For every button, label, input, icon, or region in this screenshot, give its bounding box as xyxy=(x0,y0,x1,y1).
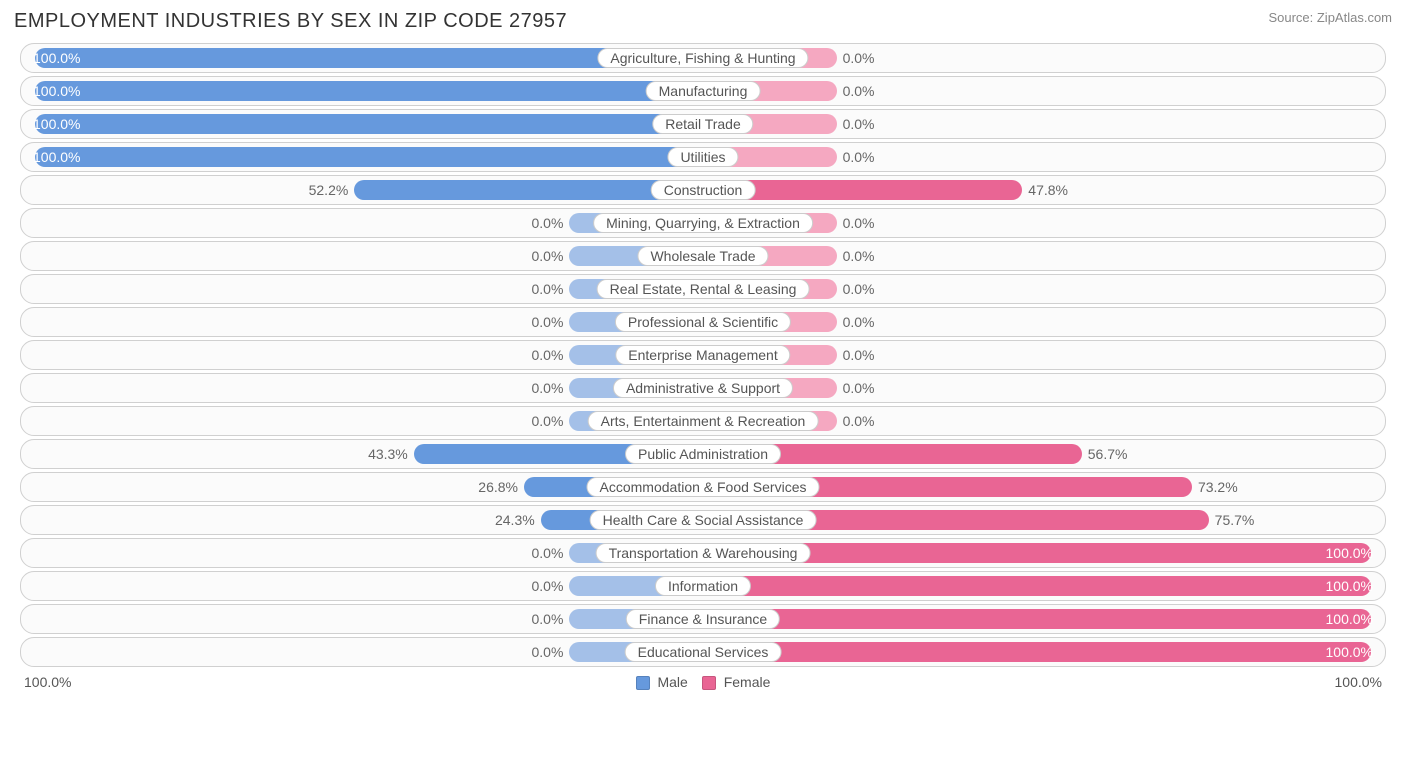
category-label: Mining, Quarrying, & Extraction xyxy=(593,213,813,233)
male-bar xyxy=(35,114,703,134)
male-pct-label: 0.0% xyxy=(531,215,563,231)
female-pct-label: 56.7% xyxy=(1088,446,1128,462)
chart-row: 0.0% 100.0% Educational Services xyxy=(20,637,1386,667)
chart-row: 0.0% 100.0% Information xyxy=(20,571,1386,601)
female-swatch xyxy=(702,676,716,690)
chart-row: 100.0% 0.0% Retail Trade xyxy=(20,109,1386,139)
axis-right-label: 100.0% xyxy=(1335,674,1382,690)
female-pct-label: 0.0% xyxy=(843,347,875,363)
chart-row: 0.0% 0.0% Arts, Entertainment & Recreation xyxy=(20,406,1386,436)
female-pct-label: 0.0% xyxy=(843,50,875,66)
female-pct-label: 100.0% xyxy=(1326,644,1373,660)
legend-male-label: Male xyxy=(657,674,687,690)
legend: Male Female xyxy=(636,674,771,690)
male-pct-label: 0.0% xyxy=(531,314,563,330)
category-label: Arts, Entertainment & Recreation xyxy=(588,411,819,431)
category-label: Professional & Scientific xyxy=(615,312,791,332)
female-pct-label: 0.0% xyxy=(843,413,875,429)
category-label: Manufacturing xyxy=(646,81,761,101)
chart-row: 100.0% 0.0% Agriculture, Fishing & Hunting xyxy=(20,43,1386,73)
male-pct-label: 0.0% xyxy=(531,347,563,363)
female-pct-label: 0.0% xyxy=(843,149,875,165)
category-label: Utilities xyxy=(667,147,738,167)
male-pct-label: 0.0% xyxy=(531,611,563,627)
chart-row: 0.0% 0.0% Wholesale Trade xyxy=(20,241,1386,271)
female-pct-label: 0.0% xyxy=(843,83,875,99)
category-label: Health Care & Social Assistance xyxy=(590,510,817,530)
category-label: Finance & Insurance xyxy=(626,609,780,629)
female-pct-label: 0.0% xyxy=(843,380,875,396)
female-pct-label: 75.7% xyxy=(1215,512,1255,528)
male-pct-label: 0.0% xyxy=(531,281,563,297)
male-swatch xyxy=(636,676,650,690)
female-pct-label: 47.8% xyxy=(1028,182,1068,198)
chart-row: 0.0% 0.0% Real Estate, Rental & Leasing xyxy=(20,274,1386,304)
chart-footer: 100.0% Male Female 100.0% xyxy=(14,670,1392,690)
chart-row: 24.3% 75.7% Health Care & Social Assistanc… xyxy=(20,505,1386,535)
male-pct-label: 100.0% xyxy=(33,149,80,165)
female-bar xyxy=(703,609,1371,629)
male-pct-label: 24.3% xyxy=(495,512,535,528)
female-pct-label: 0.0% xyxy=(843,116,875,132)
male-pct-label: 0.0% xyxy=(531,644,563,660)
female-pct-label: 100.0% xyxy=(1326,578,1373,594)
chart-source: Source: ZipAtlas.com xyxy=(1268,10,1392,25)
chart-row: 26.8% 73.2% Accommodation & Food Services xyxy=(20,472,1386,502)
chart-row: 0.0% 0.0% Mining, Quarrying, & Extraction xyxy=(20,208,1386,238)
female-pct-label: 100.0% xyxy=(1326,611,1373,627)
female-pct-label: 73.2% xyxy=(1198,479,1238,495)
legend-male: Male xyxy=(636,674,688,690)
chart-row: 0.0% 0.0% Administrative & Support xyxy=(20,373,1386,403)
male-pct-label: 43.3% xyxy=(368,446,408,462)
category-label: Public Administration xyxy=(625,444,781,464)
female-pct-label: 0.0% xyxy=(843,281,875,297)
chart-area: 100.0% 0.0% Agriculture, Fishing & Hunting… xyxy=(14,43,1392,667)
male-pct-label: 100.0% xyxy=(33,116,80,132)
chart-row: 43.3% 56.7% Public Administration xyxy=(20,439,1386,469)
male-bar xyxy=(35,147,703,167)
chart-row: 100.0% 0.0% Manufacturing xyxy=(20,76,1386,106)
male-pct-label: 0.0% xyxy=(531,413,563,429)
male-pct-label: 100.0% xyxy=(33,50,80,66)
male-pct-label: 0.0% xyxy=(531,380,563,396)
male-pct-label: 0.0% xyxy=(531,578,563,594)
chart-row: 0.0% 100.0% Finance & Insurance xyxy=(20,604,1386,634)
chart-row: 0.0% 0.0% Enterprise Management xyxy=(20,340,1386,370)
category-label: Wholesale Trade xyxy=(637,246,768,266)
male-pct-label: 100.0% xyxy=(33,83,80,99)
chart-title: EMPLOYMENT INDUSTRIES BY SEX IN ZIP CODE… xyxy=(14,10,567,33)
chart-row: 0.0% 0.0% Professional & Scientific xyxy=(20,307,1386,337)
category-label: Enterprise Management xyxy=(615,345,790,365)
male-pct-label: 52.2% xyxy=(309,182,349,198)
category-label: Administrative & Support xyxy=(613,378,793,398)
category-label: Transportation & Warehousing xyxy=(596,543,811,563)
axis-left-label: 100.0% xyxy=(24,674,71,690)
category-label: Real Estate, Rental & Leasing xyxy=(597,279,810,299)
category-label: Educational Services xyxy=(625,642,782,662)
category-label: Accommodation & Food Services xyxy=(587,477,820,497)
chart-row: 0.0% 100.0% Transportation & Warehousing xyxy=(20,538,1386,568)
female-pct-label: 0.0% xyxy=(843,314,875,330)
category-label: Retail Trade xyxy=(652,114,753,134)
male-pct-label: 0.0% xyxy=(531,248,563,264)
female-pct-label: 0.0% xyxy=(843,215,875,231)
chart-row: 100.0% 0.0% Utilities xyxy=(20,142,1386,172)
category-label: Agriculture, Fishing & Hunting xyxy=(597,48,808,68)
female-pct-label: 0.0% xyxy=(843,248,875,264)
male-pct-label: 26.8% xyxy=(478,479,518,495)
female-bar xyxy=(703,576,1371,596)
legend-female: Female xyxy=(702,674,771,690)
chart-header: EMPLOYMENT INDUSTRIES BY SEX IN ZIP CODE… xyxy=(14,10,1392,33)
category-label: Construction xyxy=(651,180,756,200)
male-bar xyxy=(35,81,703,101)
female-bar xyxy=(703,642,1371,662)
chart-row: 52.2% 47.8% Construction xyxy=(20,175,1386,205)
category-label: Information xyxy=(655,576,751,596)
legend-female-label: Female xyxy=(724,674,771,690)
male-pct-label: 0.0% xyxy=(531,545,563,561)
female-pct-label: 100.0% xyxy=(1326,545,1373,561)
